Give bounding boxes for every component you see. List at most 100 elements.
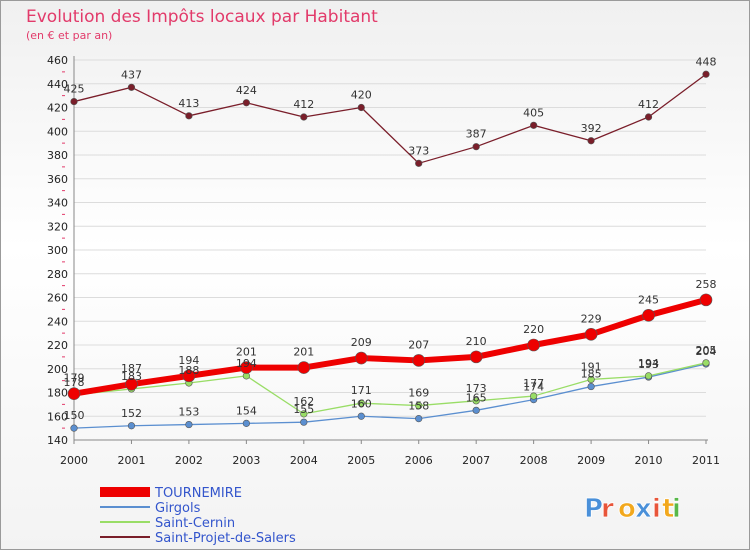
y-tick-label-300: 300 [47, 244, 68, 257]
data-label-saint-projet-de-salers-2005: 420 [351, 89, 372, 102]
series-line-girgols [73, 363, 707, 429]
data-label-saint-cernin-2002: 188 [178, 364, 199, 377]
point-tournemire-2011 [699, 293, 713, 307]
data-label-saint-projet-de-salers-2004: 412 [293, 98, 314, 111]
data-label-tournemire-2008: 220 [523, 323, 544, 336]
point-girgols-2000 [70, 424, 78, 432]
x-tick-label-2004: 2004 [290, 454, 318, 467]
chart-title: Evolution des Impôts locaux par Habitant [26, 7, 378, 27]
data-label-saint-projet-de-salers-2001: 437 [121, 68, 142, 81]
x-tick-label-2007: 2007 [462, 454, 490, 467]
y-tick-label-280: 280 [47, 268, 68, 281]
legend-label-saint-cernin: Saint-Cernin [155, 516, 235, 531]
data-label-tournemire-2007: 210 [466, 335, 487, 348]
data-label-saint-cernin-2008: 177 [523, 377, 544, 390]
y-tick-label-180: 180 [47, 387, 68, 400]
point-girgols-2003 [242, 419, 250, 427]
y-tick-label-460: 460 [47, 54, 68, 67]
point-tournemire-2005 [354, 351, 368, 365]
data-label-saint-cernin-2004: 162 [293, 395, 314, 408]
point-tournemire-2007 [469, 350, 483, 364]
data-label-girgols-2007: 165 [466, 391, 487, 404]
x-tick-label-2009: 2009 [577, 454, 605, 467]
x-tick-label-2008: 2008 [520, 454, 548, 467]
y-tick-label-400: 400 [47, 125, 68, 138]
data-label-saint-projet-de-salers-2002: 413 [178, 97, 199, 110]
data-label-tournemire-2000: 179 [64, 372, 85, 385]
data-label-tournemire-2011: 258 [696, 278, 717, 291]
data-label-saint-projet-de-salers-2000: 425 [64, 83, 85, 96]
point-tournemire-2001 [125, 377, 138, 391]
logo-letter: x [635, 494, 652, 524]
point-tournemire-2003 [240, 361, 253, 374]
y-tick-label-420: 420 [47, 102, 68, 115]
point-girgols-2004 [300, 418, 308, 426]
data-label-saint-cernin-2010: 194 [638, 357, 659, 370]
point-saint-projet-de-salers-2004 [300, 113, 308, 121]
data-label-girgols-2011: 204 [696, 345, 717, 358]
x-tick-label-2011: 2011 [692, 454, 720, 467]
y-tick-label-360: 360 [47, 173, 68, 186]
point-saint-projet-de-salers-2005 [357, 103, 365, 112]
x-tick-label-2001: 2001 [117, 454, 145, 467]
data-label-saint-cernin-2011: 205 [696, 344, 717, 357]
data-label-saint-projet-de-salers-2007: 387 [466, 128, 487, 141]
legend-label-tournemire: TOURNEMIRE [154, 486, 242, 501]
legend-label-girgols: Girgols [155, 501, 201, 516]
y-tick-label-160: 160 [47, 410, 68, 423]
data-label-saint-projet-de-salers-2011: 448 [696, 55, 717, 68]
data-label-girgols-2010: 193 [638, 358, 659, 371]
data-label-saint-cernin-2001: 183 [121, 370, 142, 383]
y-tick-label-140: 140 [47, 434, 68, 447]
point-saint-projet-de-salers-2010 [644, 113, 653, 121]
x-tick-label-2000: 2000 [60, 454, 88, 467]
data-label-girgols-2005: 160 [351, 397, 372, 410]
y-tick-label-260: 260 [47, 292, 68, 305]
logo-letter: P [584, 494, 603, 524]
point-tournemire-2000 [67, 387, 81, 400]
legend-label-saint-projet-de-salers: Saint-Projet-de-Salers [155, 531, 296, 546]
y-tick-label-320: 320 [47, 220, 68, 233]
point-saint-cernin-2009 [587, 375, 595, 384]
point-saint-projet-de-salers-2002 [185, 112, 193, 120]
logo-letter: t [662, 494, 674, 524]
data-label-saint-cernin-2005: 171 [351, 384, 372, 397]
proxiti-logo: Pr o x i ti [584, 494, 682, 525]
point-girgols-2005 [357, 412, 365, 420]
series-line-saint-cernin [73, 362, 707, 415]
data-label-saint-cernin-2006: 169 [408, 387, 429, 400]
x-tick-label-2002: 2002 [175, 454, 203, 467]
series-line-saint-projet-de-salers [73, 73, 707, 164]
point-saint-cernin-2005 [357, 399, 365, 407]
series-line-tournemire [73, 296, 707, 397]
point-girgols-2007 [472, 406, 480, 414]
point-girgols-2006 [415, 415, 423, 423]
point-tournemire-2009 [584, 328, 598, 341]
y-tick-label-240: 240 [47, 315, 68, 328]
data-label-saint-projet-de-salers-2009: 392 [581, 122, 602, 135]
data-label-girgols-2004: 155 [293, 403, 314, 416]
data-label-saint-projet-de-salers-2006: 373 [408, 144, 429, 157]
x-tick-label-2003: 2003 [232, 454, 260, 467]
logo-letter: r [601, 494, 614, 524]
y-tick-label-340: 340 [47, 197, 68, 210]
y-tick-label-220: 220 [47, 339, 68, 352]
data-label-tournemire-2001: 187 [121, 362, 142, 375]
point-saint-cernin-2006 [415, 401, 423, 410]
chart-subtitle: (en € et par an) [26, 29, 112, 42]
y-tick-label-380: 380 [47, 149, 68, 162]
point-tournemire-2004 [297, 361, 311, 374]
data-label-saint-projet-de-salers-2008: 405 [523, 106, 544, 119]
point-tournemire-2010 [642, 309, 655, 322]
point-saint-projet-de-salers-2000 [70, 97, 78, 106]
x-tick-label-2005: 2005 [347, 454, 375, 467]
data-label-tournemire-2005: 209 [351, 336, 372, 349]
point-saint-projet-de-salers-2009 [587, 137, 595, 145]
logo-letter: i [652, 494, 661, 524]
point-saint-projet-de-salers-2003 [242, 99, 250, 107]
logo-letter: i [672, 494, 681, 524]
y-tick-label-200: 200 [47, 363, 68, 376]
point-girgols-2002 [185, 420, 193, 429]
data-label-saint-cernin-2003: 194 [236, 357, 257, 370]
